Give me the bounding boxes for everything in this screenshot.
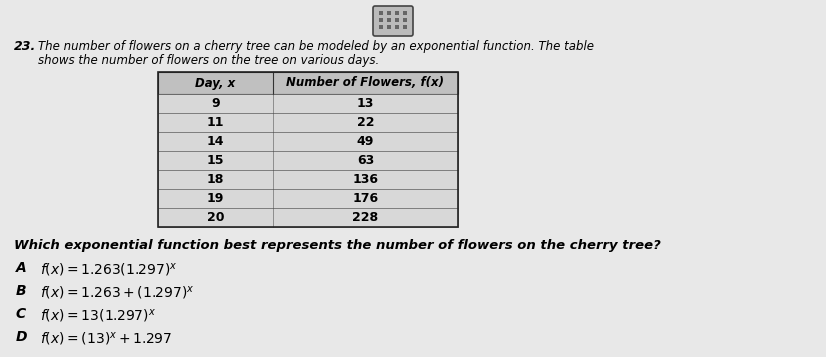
Text: 13: 13 [357, 97, 374, 110]
Text: 63: 63 [357, 154, 374, 167]
Bar [379, 25, 383, 29]
Bar [379, 18, 383, 22]
Bar [158, 132, 458, 151]
Text: C: C [16, 307, 26, 321]
Bar [403, 11, 407, 15]
Text: 19: 19 [206, 192, 224, 205]
Text: 20: 20 [206, 211, 224, 224]
Bar [387, 11, 391, 15]
Bar [387, 18, 391, 22]
Bar [158, 170, 458, 189]
Text: Number of Flowers, f(x): Number of Flowers, f(x) [287, 76, 444, 90]
Text: 176: 176 [353, 192, 378, 205]
Text: 14: 14 [206, 135, 224, 148]
Bar [387, 25, 391, 29]
Text: $f(x) = (13)^x + 1.297$: $f(x) = (13)^x + 1.297$ [40, 330, 173, 347]
Text: D: D [16, 330, 27, 344]
Bar [403, 25, 407, 29]
Text: 9: 9 [211, 97, 220, 110]
FancyBboxPatch shape [373, 6, 413, 36]
Text: 23.: 23. [14, 40, 36, 53]
Text: The number of flowers on a cherry tree can be modeled by an exponential function: The number of flowers on a cherry tree c… [38, 40, 594, 53]
Text: $f(x) = 13(1.297)^x$: $f(x) = 13(1.297)^x$ [40, 307, 156, 324]
Bar [158, 94, 458, 113]
Bar [158, 151, 458, 170]
Text: B: B [16, 284, 26, 298]
Text: 11: 11 [206, 116, 224, 129]
Text: $f(x) = 1.263 + (1.297)^x$: $f(x) = 1.263 + (1.297)^x$ [40, 284, 194, 301]
Text: 18: 18 [206, 173, 224, 186]
Bar [158, 113, 458, 132]
Text: 49: 49 [357, 135, 374, 148]
Text: Day, x: Day, x [196, 76, 235, 90]
Text: 136: 136 [353, 173, 378, 186]
Bar [158, 72, 458, 94]
Text: A: A [16, 261, 26, 275]
Text: $f(x) = 1.263(1.297)^x$: $f(x) = 1.263(1.297)^x$ [40, 261, 178, 278]
Bar [379, 11, 383, 15]
Bar [403, 18, 407, 22]
Text: 228: 228 [353, 211, 378, 224]
Bar [158, 208, 458, 227]
Bar [158, 189, 458, 208]
Bar [395, 11, 399, 15]
Text: 22: 22 [357, 116, 374, 129]
Bar [395, 25, 399, 29]
Text: Which exponential function best represents the number of flowers on the cherry t: Which exponential function best represen… [14, 239, 661, 252]
Text: shows the number of flowers on the tree on various days.: shows the number of flowers on the tree … [38, 54, 379, 67]
Bar [158, 72, 458, 227]
Bar [395, 18, 399, 22]
Text: 15: 15 [206, 154, 224, 167]
